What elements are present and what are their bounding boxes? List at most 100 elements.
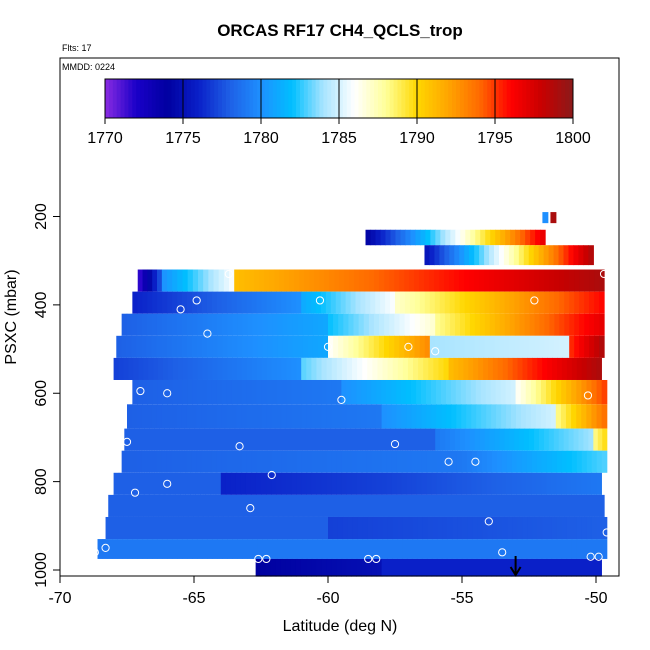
colorbar-swatch-62 — [346, 79, 352, 118]
heat-cell-level-450-2-16 — [514, 313, 521, 336]
heat-cell-level-900-1-36 — [507, 516, 513, 540]
obs-point-23 — [484, 517, 493, 526]
heat-cell-level-650-0-47 — [361, 404, 368, 429]
heat-cell-level-500-1-7 — [363, 335, 370, 358]
heat-cell-level-850-0-81 — [513, 494, 520, 517]
y-tick-label-0: 200 — [33, 203, 50, 230]
heat-cell-level-500-0-10 — [166, 335, 173, 358]
heat-cell-level-900-0-26 — [237, 516, 243, 540]
heat-cell-level-700-1-17 — [519, 428, 525, 451]
heat-cell-level-750-0-56 — [401, 450, 408, 473]
heat-cell-level-240-0-5 — [390, 229, 397, 246]
heat-cell-level-800-1-29 — [366, 472, 373, 495]
heat-cell-level-240-0-35 — [540, 229, 546, 246]
heat-cell-level-650-0-38 — [316, 404, 323, 429]
heat-cell-level-550-2-21 — [552, 357, 558, 380]
heat-cell-level-550-2-22 — [557, 357, 563, 380]
heat-cell-level-400-0-19 — [226, 291, 233, 314]
heat-cell-level-750-1-17 — [546, 450, 553, 473]
heat-cell-level-700-0-29 — [269, 428, 276, 451]
heat-cell-level-800-1-22 — [331, 472, 337, 495]
heat-cell-level-900-0-28 — [247, 516, 253, 540]
heat-cell-level-600-1-10 — [391, 379, 397, 405]
colorbar: 1770 1775 1780 1785 1790 1795 1800 — [87, 78, 591, 147]
heat-cell-level-900-1-29 — [472, 516, 478, 540]
heat-cell-level-600-0-9 — [177, 379, 183, 405]
heat-cell-level-900-0-36 — [287, 516, 294, 540]
heat-cell-level-600-0-30 — [281, 379, 288, 405]
heat-cell-level-500-1-3 — [343, 335, 349, 358]
heat-cell-level-200-1-0 — [550, 212, 557, 224]
heat-cell-level-450-1-18 — [419, 313, 426, 336]
heat-cell-level-900-1-18 — [417, 516, 424, 540]
heat-cell-level-850-0-78 — [498, 494, 505, 517]
heat-cell-level-450-0-29 — [267, 313, 274, 336]
heat-cell-level-900-1-51 — [581, 516, 588, 540]
heat-cell-level-550-0-29 — [256, 357, 263, 380]
heat-cell-level-900-0-32 — [267, 516, 273, 540]
heat-cell-level-700-1-20 — [534, 428, 540, 451]
heat-cell-level-400-2-34 — [564, 291, 570, 314]
heat-cell-level-700-0-28 — [264, 428, 271, 451]
heat-cell-level-240-0-7 — [400, 229, 407, 246]
heat-cell-level-850-0-8 — [148, 494, 154, 517]
heat-cell-level-700-0-18 — [214, 428, 221, 451]
heat-cell-level-550-1-18 — [392, 357, 399, 380]
heat-cell-level-500-3-3 — [584, 335, 590, 358]
heat-cell-level-500-2-10 — [479, 335, 486, 358]
heat-cell-level-750-0-45 — [346, 450, 353, 473]
heat-cell-level-850-0-46 — [338, 494, 345, 517]
colorbar-swatch-57 — [327, 79, 332, 118]
heat-cell-level-600-0-29 — [276, 379, 283, 405]
heat-cell-level-650-2-5 — [581, 404, 587, 429]
heat-cell-level-600-1-32 — [500, 379, 507, 405]
heat-cell-level-850-0-86 — [538, 494, 545, 517]
heat-cell-level-280-0-3 — [439, 245, 445, 266]
heat-cell-level-600-0-10 — [182, 379, 188, 405]
colorbar-swatch-58 — [331, 79, 336, 118]
heat-cell-level-400-2-38 — [584, 291, 590, 314]
heat-cell-level-650-0-40 — [326, 404, 333, 429]
heat-cell-level-1000-1-42 — [591, 558, 597, 577]
heat-cell-level-900-1-19 — [422, 516, 429, 540]
heat-cell-level-1000-0-18 — [346, 558, 352, 577]
heat-cell-level-1000-1-26 — [511, 558, 518, 577]
heat-cell-level-850-0-41 — [313, 494, 320, 517]
heat-cell-level-400-2-30 — [544, 291, 550, 314]
heat-cell-level-900-0-25 — [231, 516, 238, 540]
heat-cell-level-750-0-17 — [206, 450, 213, 473]
heat-cell-level-950-0-48 — [337, 539, 343, 559]
heat-cell-level-850-0-13 — [173, 494, 179, 517]
heat-cell-level-400-2-2 — [404, 291, 411, 314]
heat-cell-level-550-1-14 — [372, 357, 379, 380]
heat-cell-level-650-2-7 — [591, 404, 598, 429]
heat-cell-level-500-2-24 — [549, 335, 555, 358]
heat-cell-level-550-0-13 — [177, 357, 184, 380]
heat-cell-level-800-2-5 — [406, 472, 413, 495]
heat-cell-level-750-0-58 — [411, 450, 418, 473]
heat-cell-level-240-0-11 — [420, 229, 426, 246]
colorbar-swatch-73 — [389, 79, 395, 118]
heat-cell-level-1000-0-10 — [306, 558, 312, 577]
colorbar-swatch-110 — [534, 79, 539, 118]
heat-cell-level-600-1-4 — [361, 379, 367, 405]
heat-cell-level-800-2-28 — [521, 472, 528, 495]
heat-cell-level-500-3-0 — [569, 335, 575, 358]
heat-cell-level-650-0-43 — [341, 404, 348, 429]
colorbar-swatch-119 — [569, 79, 574, 118]
heat-cell-level-450-0-19 — [217, 313, 223, 336]
heat-cell-level-450-2-31 — [589, 313, 595, 336]
heat-cell-level-600-1-22 — [450, 379, 457, 405]
colorbar-swatch-88 — [448, 79, 453, 118]
heat-cell-level-800-1-13 — [286, 472, 292, 495]
heat-cell-level-650-0-34 — [296, 404, 303, 429]
heat-cell-level-1000-0-4 — [275, 558, 282, 577]
heat-cell-level-900-0-13 — [171, 516, 177, 540]
heat-cell-level-550-1-24 — [423, 357, 429, 380]
heat-cell-level-400-1-18 — [390, 291, 396, 314]
heat-cell-level-850-0-55 — [383, 494, 390, 517]
heat-cell-level-350-2-62 — [544, 269, 550, 292]
heat-cell-level-900-1-22 — [437, 516, 444, 540]
colorbar-swatch-26 — [206, 79, 211, 118]
